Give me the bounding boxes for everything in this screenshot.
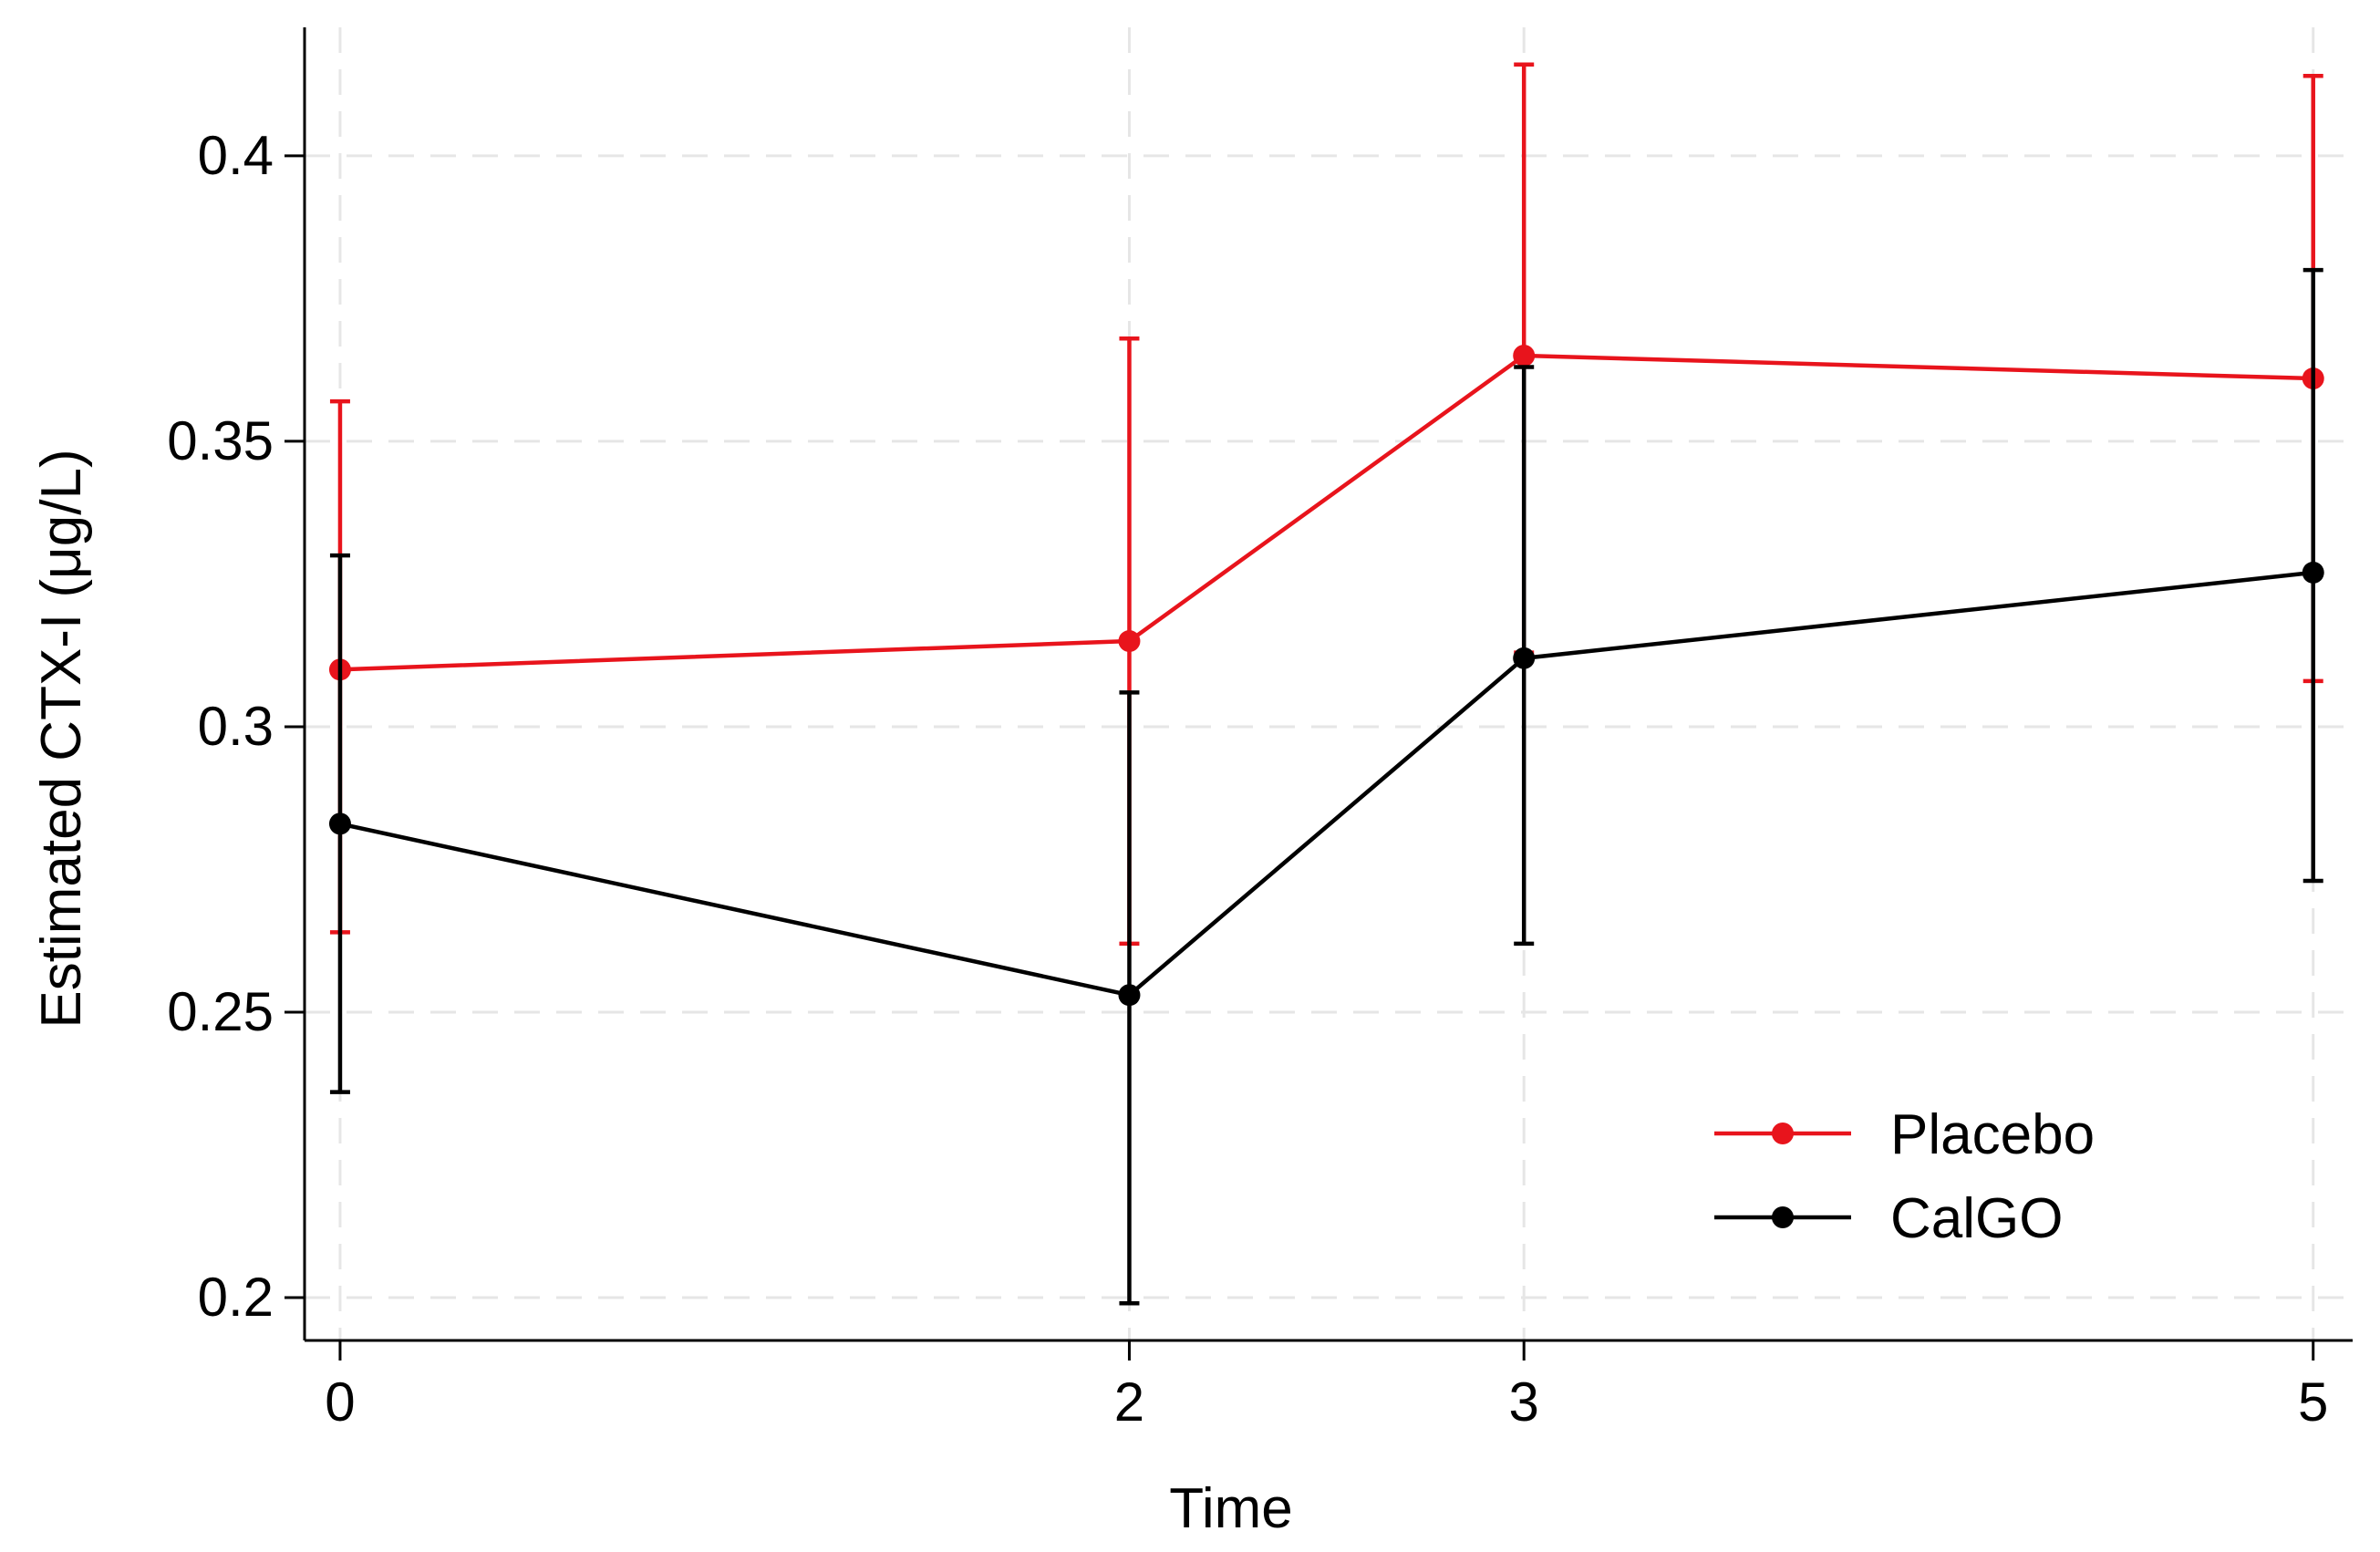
axes xyxy=(303,27,2353,1342)
legend-label: Placebo xyxy=(1890,1103,2095,1166)
calgo-point xyxy=(2302,561,2324,584)
y-tick-label: 0.4 xyxy=(198,125,274,186)
legend-label: CalGO xyxy=(1890,1187,2063,1250)
y-axis-title: Estimated CTX-I (μg/L) xyxy=(30,449,93,1028)
y-tick-label: 0.2 xyxy=(198,1267,274,1328)
series-placebo xyxy=(328,62,2324,947)
legend-item-placebo: Placebo xyxy=(1714,1103,2095,1166)
x-tick-label: 2 xyxy=(1114,1371,1144,1433)
placebo-line xyxy=(339,353,2313,672)
ticks: 0.2 0.25 0.3 0.35 0.4 0 2 3 5 xyxy=(167,125,2328,1433)
calgo-line xyxy=(339,570,2313,998)
legend: Placebo CalGO xyxy=(1714,1103,2095,1250)
calgo-point xyxy=(1118,984,1141,1007)
y-tick-label: 0.25 xyxy=(167,981,274,1042)
legend-swatch-marker xyxy=(1772,1206,1794,1228)
calgo-point xyxy=(328,812,351,835)
y-tick-label: 0.35 xyxy=(167,410,274,471)
calgo-point xyxy=(1513,647,1536,669)
x-tick-label: 3 xyxy=(1509,1371,1539,1433)
series-calgo xyxy=(328,267,2324,1306)
x-tick-label: 5 xyxy=(2298,1371,2328,1433)
x-tick-label: 0 xyxy=(325,1371,355,1433)
legend-item-calgo: CalGO xyxy=(1714,1187,2063,1250)
legend-swatch-marker xyxy=(1772,1123,1794,1144)
x-axis-title: Time xyxy=(1169,1477,1292,1540)
placebo-point xyxy=(1118,630,1141,653)
y-tick-label: 0.3 xyxy=(198,696,274,757)
series xyxy=(328,62,2324,1306)
placebo-point xyxy=(1513,345,1536,367)
